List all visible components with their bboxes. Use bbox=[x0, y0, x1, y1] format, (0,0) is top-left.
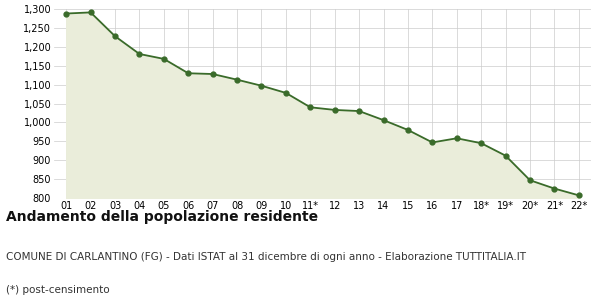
Text: COMUNE DI CARLANTINO (FG) - Dati ISTAT al 31 dicembre di ogni anno - Elaborazion: COMUNE DI CARLANTINO (FG) - Dati ISTAT a… bbox=[6, 252, 526, 262]
Text: Andamento della popolazione residente: Andamento della popolazione residente bbox=[6, 210, 318, 224]
Text: (*) post-censimento: (*) post-censimento bbox=[6, 285, 110, 295]
